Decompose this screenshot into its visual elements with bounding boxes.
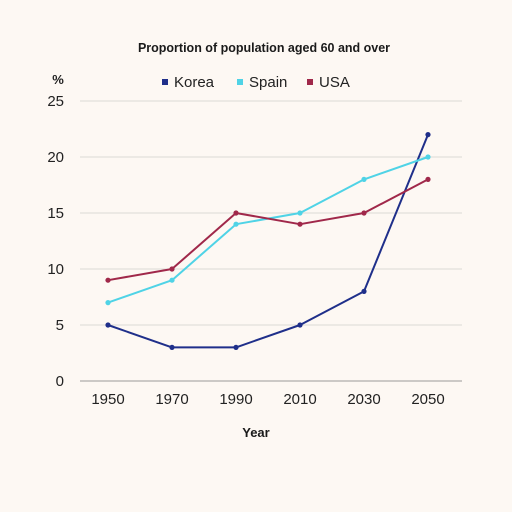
data-point-korea <box>361 288 367 294</box>
legend-item-usa: USA <box>307 74 350 91</box>
legend-swatch-spain <box>237 79 243 85</box>
legend-item-korea: Korea <box>162 74 215 91</box>
data-point-korea <box>169 344 175 350</box>
legend-label-spain: Spain <box>249 74 287 91</box>
x-axis-title: Year <box>242 425 269 440</box>
data-point-spain <box>233 221 239 227</box>
data-point-spain <box>361 176 367 182</box>
legend-label-korea: Korea <box>174 74 215 91</box>
y-tick-label: 25 <box>47 93 64 110</box>
legend-label-usa: USA <box>319 74 350 91</box>
data-point-usa <box>297 221 303 227</box>
legend: Korea Spain USA <box>162 74 350 91</box>
x-tick-label: 2030 <box>347 391 380 408</box>
legend-swatch-usa <box>307 79 313 85</box>
data-point-usa <box>233 210 239 216</box>
y-tick-label: 15 <box>47 205 64 222</box>
data-point-korea <box>425 132 431 138</box>
series-line-usa <box>107 178 429 282</box>
series-lines <box>105 132 431 350</box>
y-tick-label: 20 <box>47 149 64 166</box>
gridlines <box>80 100 462 382</box>
data-point-korea <box>297 322 303 328</box>
data-point-usa <box>425 176 431 182</box>
series-usa <box>105 176 431 283</box>
x-tick-label: 1990 <box>219 391 252 408</box>
y-tick-label: 0 <box>56 373 64 390</box>
x-tick-label: 2010 <box>283 391 316 408</box>
data-point-spain <box>105 300 111 306</box>
y-axis-ticks: 0 5 10 15 20 25 <box>47 93 64 390</box>
y-axis-unit-label: % <box>52 72 64 87</box>
x-tick-label: 2050 <box>411 391 444 408</box>
chart-title: Proportion of population aged 60 and ove… <box>138 41 390 55</box>
y-tick-label: 10 <box>47 261 64 278</box>
data-point-usa <box>361 210 367 216</box>
series-spain <box>105 154 431 306</box>
data-point-spain <box>425 154 431 160</box>
series-korea <box>105 132 431 350</box>
data-point-spain <box>169 277 175 283</box>
data-point-usa <box>105 277 111 283</box>
x-axis-ticks: 1950 1970 1990 2010 2030 2050 <box>91 391 444 408</box>
x-tick-label: 1970 <box>155 391 188 408</box>
data-point-korea <box>233 344 239 350</box>
x-tick-label: 1950 <box>91 391 124 408</box>
legend-swatch-korea <box>162 79 168 85</box>
series-line-spain <box>107 156 429 304</box>
data-point-spain <box>297 210 303 216</box>
legend-item-spain: Spain <box>237 74 287 91</box>
y-tick-label: 5 <box>56 317 64 334</box>
series-line-korea <box>107 133 429 349</box>
data-point-korea <box>105 322 111 328</box>
data-point-usa <box>169 266 175 272</box>
